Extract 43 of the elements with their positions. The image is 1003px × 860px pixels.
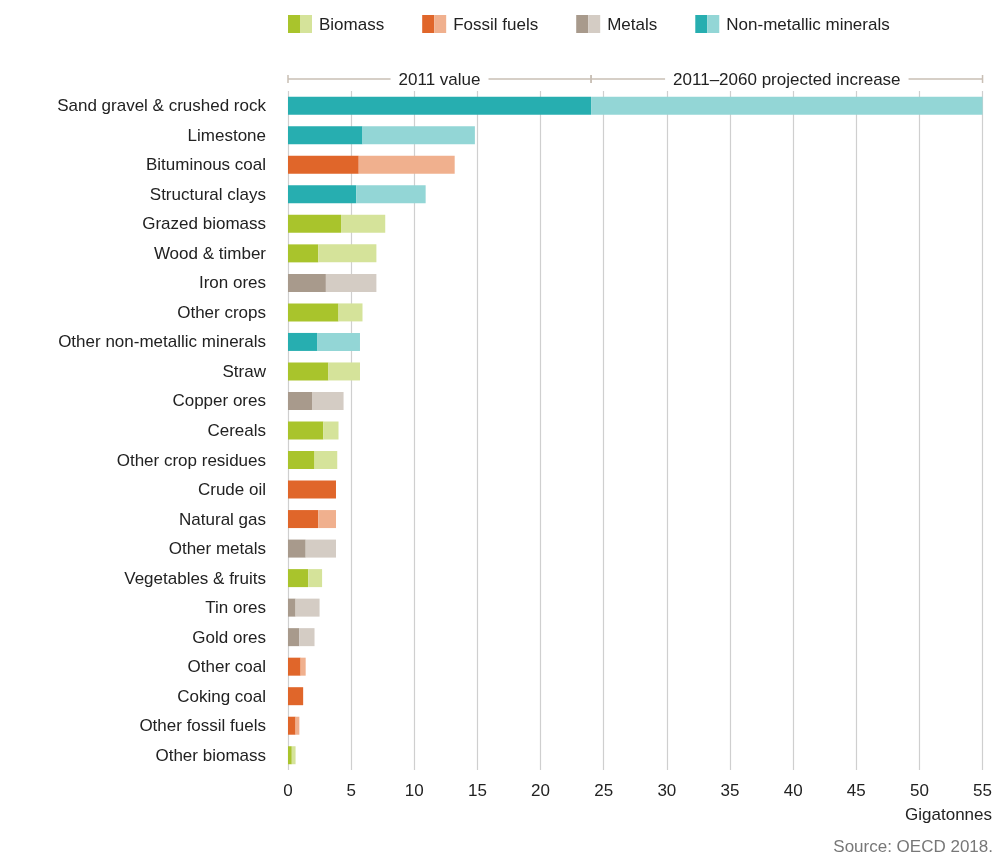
x-tick-label: 30 <box>657 781 677 800</box>
y-tick-label: Straw <box>222 361 267 381</box>
x-tick-label: 40 <box>783 781 803 800</box>
x-tick-label: 15 <box>467 781 487 800</box>
y-tick-label: Iron ores <box>198 273 266 293</box>
y-tick-label: Bituminous coal <box>145 155 266 175</box>
x-tick-label: 10 <box>404 781 424 800</box>
y-tick-label: Wood & timber <box>153 243 267 263</box>
x-tick-label: 55 <box>973 781 993 800</box>
y-tick-label: Cereals <box>207 421 266 440</box>
legend-label: Fossil fuels <box>453 14 539 34</box>
source-note: Source: OECD 2018. <box>833 836 993 856</box>
legend-label: Biomass <box>319 14 385 34</box>
x-axis-title: Gigatonnes <box>905 804 992 824</box>
y-tick-label: Other crop residues <box>116 450 266 470</box>
y-tick-label: Other biomass <box>155 745 266 765</box>
x-tick-label: 5 <box>346 781 356 800</box>
y-tick-label: Limestone <box>187 125 266 145</box>
y-tick-label: Other crops <box>177 302 266 322</box>
x-tick-label: 35 <box>720 781 740 800</box>
legend-label: Metals <box>607 14 658 34</box>
text: 2011–2060 projected increase <box>673 69 901 89</box>
y-tick-label: Other metals <box>168 539 266 559</box>
y-tick-label: Natural gas <box>179 509 266 529</box>
y-tick-label: Coking coal <box>177 686 266 706</box>
y-tick-label: Gold ores <box>192 627 266 647</box>
text: 2011 value <box>398 69 481 89</box>
y-tick-label: Copper ores <box>172 391 266 411</box>
y-tick-label: Sand gravel & crushed rock <box>57 96 267 116</box>
y-tick-label: Crude oil <box>197 480 266 500</box>
y-tick-label: Grazed biomass <box>142 214 266 234</box>
y-tick-label: Other non-metallic minerals <box>58 332 266 352</box>
x-tick-label: 45 <box>846 781 866 800</box>
y-tick-label: Other coal <box>187 657 266 677</box>
y-tick-label: Structural clays <box>149 184 266 204</box>
y-tick-label: Tin ores <box>205 598 266 618</box>
x-tick-label: 0 <box>283 781 293 800</box>
x-tick-label: 50 <box>909 781 929 800</box>
x-tick-label: 20 <box>531 781 551 800</box>
y-tick-label: Other fossil fuels <box>139 716 266 736</box>
x-tick-label: 25 <box>594 781 614 800</box>
legend-label: Non-metallic minerals <box>726 14 890 34</box>
y-tick-label: Vegetables & fruits <box>124 568 266 588</box>
